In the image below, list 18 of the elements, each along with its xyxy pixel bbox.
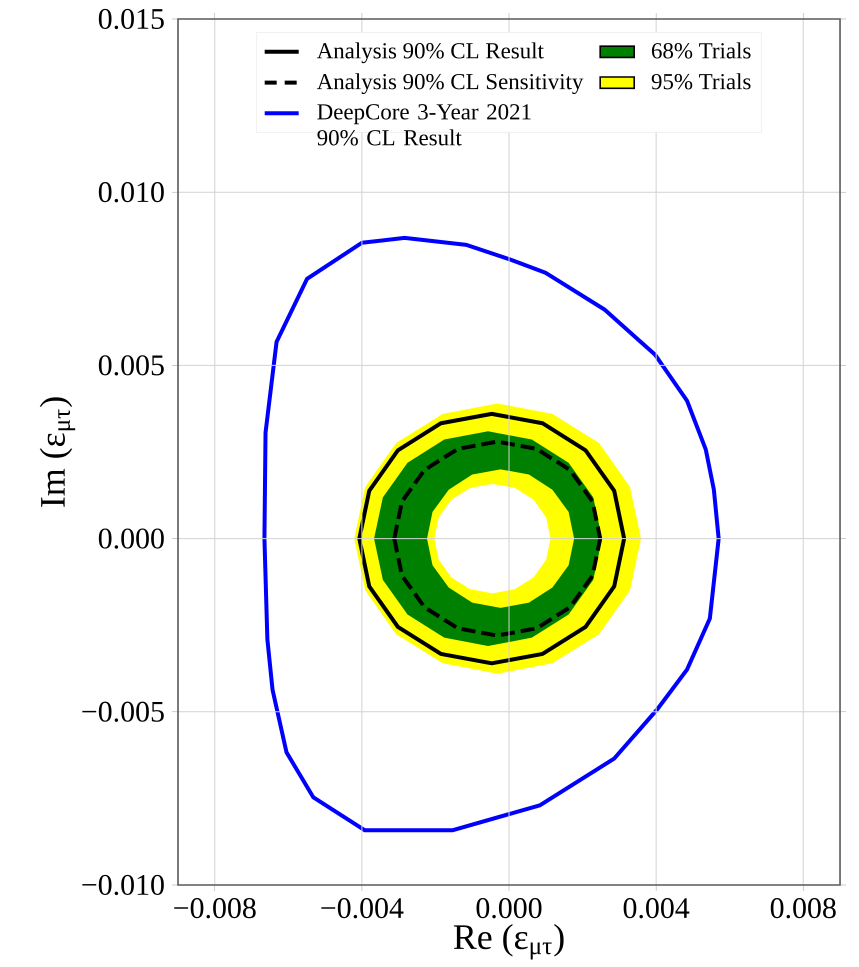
- x-axis-title: Re (ε$_{μτ}$): [454, 924, 564, 960]
- y-tick-label: −0.010: [82, 874, 164, 896]
- legend-label: DeepCore 3-Year 2021 90% CL Result: [317, 104, 531, 146]
- y-tick-label: 0.005: [98, 355, 164, 376]
- y-axis-title: Im (ε$_{μτ}$): [40, 397, 76, 507]
- y-tick-label: −0.005: [82, 702, 164, 722]
- legend-label: 68% Trials: [652, 42, 751, 59]
- x-tick-label: −0.004: [321, 898, 404, 918]
- legend-label: 95% Trials: [652, 73, 751, 90]
- x-tick-label: 0.004: [624, 898, 690, 918]
- x-tick-label: 0.000: [476, 898, 542, 918]
- legend-label: Analysis 90% CL Result: [316, 42, 544, 64]
- y-tick-label: 0.000: [98, 528, 164, 549]
- y-tick-label: 0.010: [98, 182, 164, 202]
- x-tick-label: −0.008: [174, 898, 256, 918]
- y-tick-label: 0.015: [98, 8, 164, 30]
- legend-label: Analysis 90% CL Sensitivity: [316, 73, 584, 94]
- x-tick-label: 0.008: [770, 898, 836, 918]
